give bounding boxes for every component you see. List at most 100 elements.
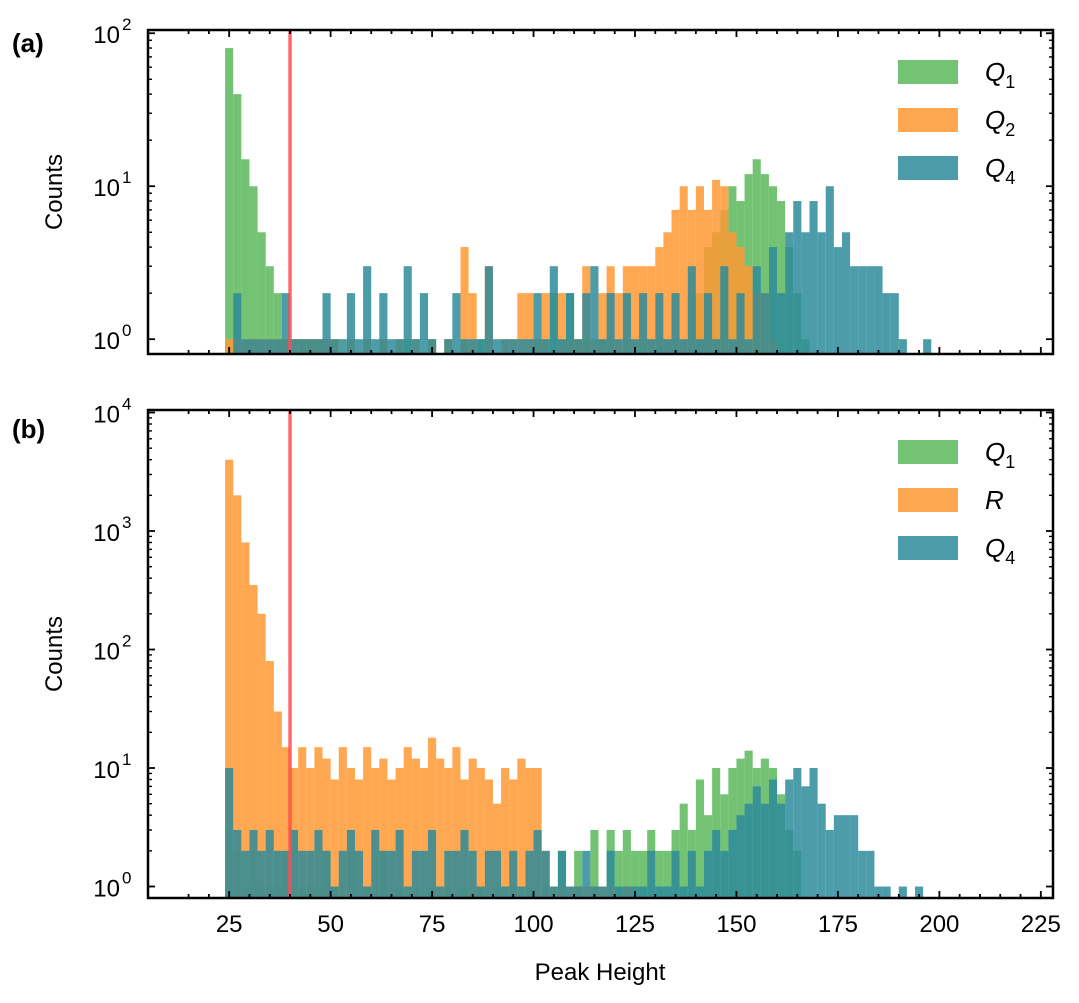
histogram-bar	[663, 232, 672, 354]
histogram-bar	[346, 829, 355, 898]
histogram-bar	[501, 886, 510, 898]
histogram-bar	[371, 339, 380, 354]
histogram-bar	[817, 803, 826, 898]
histogram-bar	[484, 850, 493, 898]
y-tick-label: 10	[93, 402, 120, 429]
y-tick-label: 10	[93, 639, 120, 666]
histogram-bar	[298, 850, 307, 898]
histogram-bar	[858, 266, 867, 354]
histogram-bar	[898, 886, 907, 898]
histogram-bar	[225, 768, 234, 898]
histogram-bar	[225, 48, 234, 354]
histogram-bar	[566, 293, 575, 354]
histogram-bar	[760, 174, 769, 354]
histogram-bar	[606, 850, 615, 898]
histogram-bar	[509, 339, 518, 354]
histogram-bar	[346, 293, 355, 354]
series-q4-bars	[225, 768, 924, 898]
histogram-bar	[606, 293, 615, 354]
histogram-bar	[744, 803, 753, 898]
histogram-bar	[241, 542, 250, 898]
histogram-bar	[582, 850, 591, 898]
histogram-bar	[549, 886, 558, 898]
histogram-bar	[330, 886, 339, 898]
legend: Q1 Q2 Q4	[898, 57, 1015, 188]
histogram-bar	[679, 803, 688, 898]
legend-swatch	[898, 440, 958, 464]
histogram-bar	[314, 339, 323, 354]
histogram-bar	[249, 829, 258, 898]
histogram-bar	[874, 266, 883, 354]
histogram-bar	[785, 232, 794, 354]
histogram-bar	[403, 886, 412, 898]
histogram-bar	[273, 711, 282, 898]
histogram-bar	[768, 779, 778, 898]
histogram-bar	[866, 266, 875, 354]
y-tick-label-exponent: 2	[122, 15, 131, 34]
histogram-bar	[639, 850, 648, 898]
histogram-bar	[866, 850, 875, 898]
histogram-bar	[225, 459, 234, 898]
histogram-bar	[363, 266, 372, 354]
histogram-bar	[330, 779, 339, 898]
histogram-bar	[874, 886, 883, 898]
legend-swatch	[898, 488, 958, 512]
histogram-bar	[241, 339, 250, 354]
histogram-bar	[833, 815, 842, 898]
histogram-bar	[330, 339, 339, 354]
plot-frame	[146, 408, 1055, 900]
histogram-bar	[338, 850, 347, 898]
histogram-bar	[622, 886, 631, 898]
histogram-bar	[598, 886, 607, 898]
histogram-bar	[492, 850, 502, 898]
histogram-bar	[923, 339, 932, 354]
histogram-bar	[419, 768, 429, 898]
histogram-bar	[590, 266, 599, 354]
histogram-bar	[306, 850, 315, 898]
histogram-bar	[241, 159, 250, 354]
histogram-bar	[533, 829, 542, 898]
histogram-bar	[444, 850, 453, 898]
histogram-bar	[728, 232, 737, 354]
histogram-bar	[841, 815, 851, 898]
histogram-bar	[695, 339, 704, 354]
histogram-bar	[468, 850, 477, 898]
histogram-bar	[752, 159, 761, 354]
histogram-bar	[768, 247, 778, 354]
histogram-bar	[257, 339, 266, 354]
legend-label: Q4	[985, 533, 1015, 568]
histogram-bar	[785, 779, 794, 898]
y-tick-label-exponent: 1	[122, 750, 131, 769]
y-tick-label: 10	[93, 175, 120, 202]
histogram-bar	[752, 786, 761, 898]
histogram-bar	[298, 339, 307, 354]
histogram-bar	[655, 850, 664, 898]
legend-label: Q2	[985, 105, 1015, 140]
histogram-bar	[419, 293, 429, 354]
y-axis-label: Counts	[41, 154, 68, 230]
histogram-bar	[314, 829, 323, 898]
histogram-bar	[298, 747, 307, 898]
histogram-bar	[265, 339, 274, 354]
legend: Q1 R Q4	[898, 437, 1015, 568]
histogram-bar	[858, 850, 867, 898]
histogram-bar	[736, 815, 745, 898]
histogram-bar	[557, 293, 567, 354]
histogram-bar	[403, 747, 412, 898]
histogram-bar	[687, 266, 696, 354]
histogram-bar	[703, 850, 713, 898]
histogram-bar	[460, 339, 469, 354]
histogram-bar	[630, 339, 640, 354]
histogram-bar	[622, 829, 631, 898]
histogram-bar	[712, 339, 721, 354]
bars-group	[225, 48, 932, 354]
histogram-bar	[736, 293, 745, 354]
histogram-bar	[249, 339, 258, 354]
histogram-bar	[541, 339, 550, 354]
histogram-bar	[428, 829, 437, 898]
histogram-bar	[517, 758, 526, 898]
histogram-bar	[841, 232, 851, 354]
histogram-bar	[728, 339, 737, 354]
histogram-bar	[809, 201, 818, 354]
